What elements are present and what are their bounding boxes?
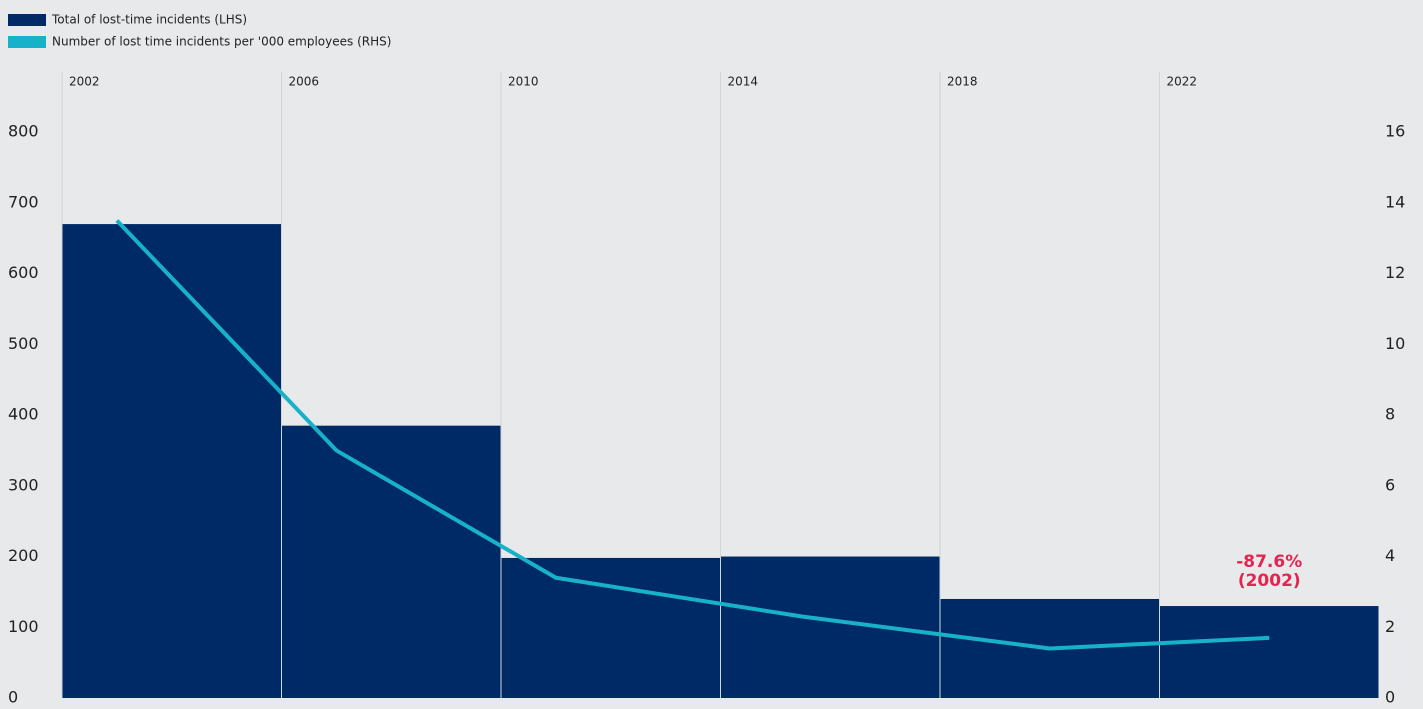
y2-tick-label: 0 — [1385, 688, 1395, 707]
legend-label: Number of lost time incidents per '000 e… — [52, 35, 391, 49]
y2-tick-label: 8 — [1385, 405, 1395, 424]
y-tick-label: 100 — [8, 617, 39, 636]
legend-swatch — [8, 36, 46, 48]
y-tick-label: 800 — [8, 122, 39, 141]
y-tick-label: 700 — [8, 192, 39, 211]
y-tick-label: 500 — [8, 334, 39, 353]
bar — [501, 557, 720, 698]
bar — [721, 556, 940, 698]
line — [115, 219, 1270, 651]
y-tick-label: 300 — [8, 475, 39, 494]
annotation: -87.6% — [1236, 552, 1302, 572]
y-tick-label: 200 — [8, 546, 39, 565]
bar — [62, 224, 281, 698]
y2-tick-label: 10 — [1385, 334, 1405, 353]
x-tick-label: 2014 — [728, 75, 759, 89]
y2-tick-label: 2 — [1385, 617, 1395, 636]
y-tick-label: 600 — [8, 263, 39, 282]
x-tick-label: 2022 — [1167, 75, 1198, 89]
y2-tick-label: 6 — [1385, 475, 1395, 494]
y2-tick-label: 4 — [1385, 546, 1395, 565]
y2-tick-label: 12 — [1385, 263, 1405, 282]
x-tick-label: 2018 — [947, 75, 978, 89]
x-tick-label: 2002 — [69, 75, 100, 89]
y-tick-label: 0 — [8, 688, 18, 707]
y2-tick-label: 14 — [1385, 192, 1405, 211]
x-tick-label: 2010 — [508, 75, 539, 89]
bar — [1160, 606, 1379, 698]
x-tick-label: 2006 — [289, 75, 320, 89]
bar — [282, 425, 501, 698]
legend-swatch — [8, 14, 46, 26]
y2-tick-label: 16 — [1385, 122, 1405, 141]
legend-label: Total of lost-time incidents (LHS) — [51, 13, 247, 27]
annotation: (2002) — [1238, 571, 1301, 591]
y-tick-label: 400 — [8, 405, 39, 424]
